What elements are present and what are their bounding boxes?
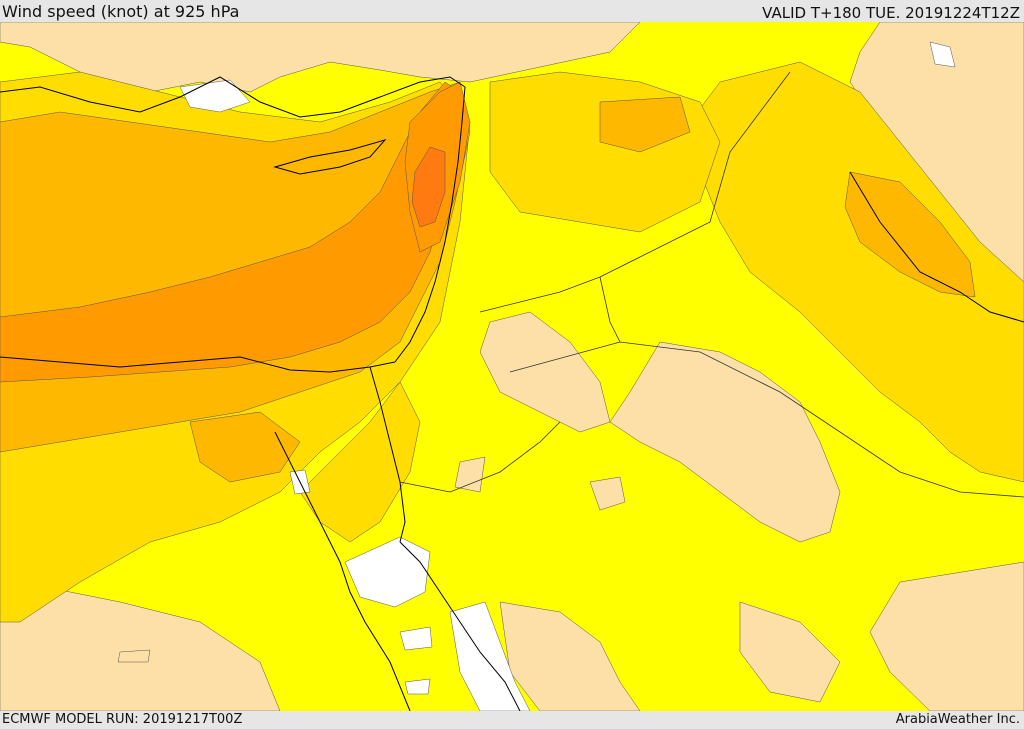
light-blob-1 <box>589 476 626 511</box>
credit-label: ArabiaWeather Inc. <box>895 712 1020 727</box>
light-anatolia <box>0 22 641 93</box>
coast-levant <box>394 86 466 363</box>
light-hejaz <box>739 601 841 703</box>
model-run-label: ECMWF MODEL RUN: 20191217T00Z <box>2 712 243 727</box>
coast-egypt-north <box>0 356 396 373</box>
light-nafud <box>609 341 841 543</box>
wind-speed-map <box>0 22 1024 711</box>
coastlines <box>0 76 1024 711</box>
coast-gulf-suez <box>369 366 406 543</box>
coast-red-sea-east <box>399 541 521 711</box>
fresh-iraq <box>689 61 1024 483</box>
coast-cyprus <box>273 139 387 175</box>
strong-syria-blob <box>599 96 691 153</box>
light-south-east <box>869 561 1024 711</box>
light-syria-desert <box>479 311 611 433</box>
coast-persian-gulf <box>849 171 1024 323</box>
map-title: Wind speed (knot) at 925 hPa <box>2 2 240 21</box>
border-iraq-saudi <box>509 341 1024 498</box>
coast-turkey-south <box>0 76 466 118</box>
strong-iran-border <box>844 171 976 298</box>
band-gale-core <box>411 146 446 228</box>
borders <box>399 71 1024 498</box>
fresh-sinai <box>299 381 421 543</box>
calm-red-sea-south <box>449 601 531 711</box>
calm-sudan-blob <box>399 626 433 651</box>
header-bar: Wind speed (knot) at 925 hPa VALID T+180… <box>0 0 1024 22</box>
light-blob-2 <box>454 456 486 493</box>
band-light-regions <box>0 22 1024 711</box>
light-egypt-south <box>0 581 281 711</box>
strong-nile-delta <box>189 411 301 483</box>
border-saudi-jordan <box>399 421 561 493</box>
border-syria-iraq <box>599 71 791 278</box>
light-blob-3 <box>117 649 151 663</box>
calm-caspian-edge <box>929 41 956 68</box>
footer-bar: ECMWF MODEL RUN: 20191217T00Z ArabiaWeat… <box>0 711 1024 729</box>
coast-red-sea-west <box>274 431 411 711</box>
valid-time: VALID T+180 TUE. 20191224T12Z <box>762 4 1020 22</box>
light-red-sea-east <box>499 601 641 711</box>
border-jordan <box>479 276 621 343</box>
calm-red-sea-north <box>344 536 431 608</box>
calm-sudan-blob-2 <box>404 678 431 695</box>
